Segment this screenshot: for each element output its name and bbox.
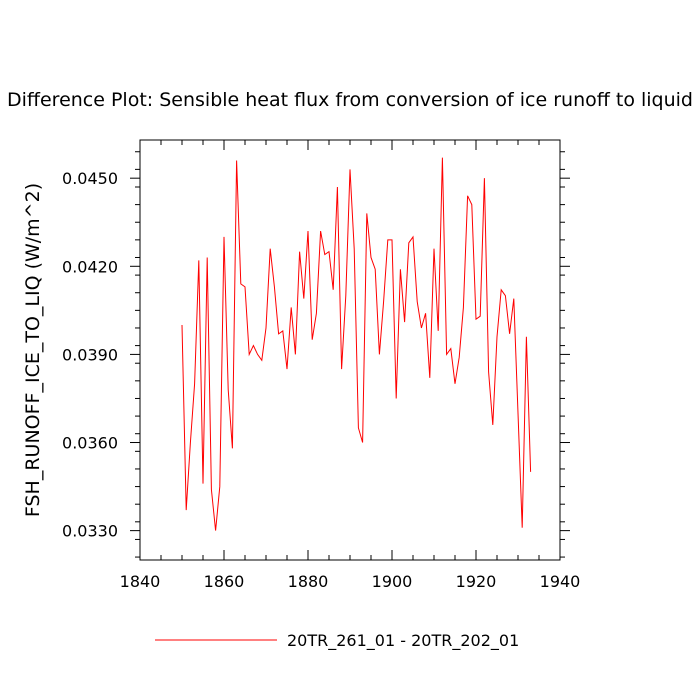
- series-line-0: [181, 157, 532, 531]
- x-tick-label: 1840: [120, 572, 161, 591]
- y-axis: 0.0330 0.0360 0.0390 0.0420 0.0450: [62, 151, 570, 558]
- plot-frame: [139, 139, 561, 561]
- series-layer: [181, 157, 532, 531]
- legend-label: 20TR_261_01 - 20TR_202_01: [287, 631, 519, 651]
- y-axis-label: FSH_RUNOFF_ICE_TO_LIQ (W/m^2): [22, 183, 44, 517]
- x-tick-label: 1880: [288, 572, 329, 591]
- y-tick-label: 0.0420: [62, 257, 118, 276]
- plot-border: [139, 139, 561, 561]
- chart-title: Difference Plot: Sensible heat flux from…: [7, 89, 693, 111]
- y-tick-label: 0.0360: [62, 434, 118, 453]
- x-tick-label: 1940: [540, 572, 581, 591]
- y-tick-label: 0.0390: [62, 345, 118, 364]
- x-axis: 1840 1860 1880 1900 1920 1940: [120, 140, 581, 591]
- y-tick-label: 0.0330: [62, 522, 118, 541]
- x-tick-label: 1900: [372, 572, 413, 591]
- y-tick-label: 0.0450: [62, 169, 118, 188]
- x-tick-label: 1920: [456, 572, 497, 591]
- legend: 20TR_261_01 - 20TR_202_01: [155, 631, 519, 651]
- x-tick-label: 1860: [204, 572, 245, 591]
